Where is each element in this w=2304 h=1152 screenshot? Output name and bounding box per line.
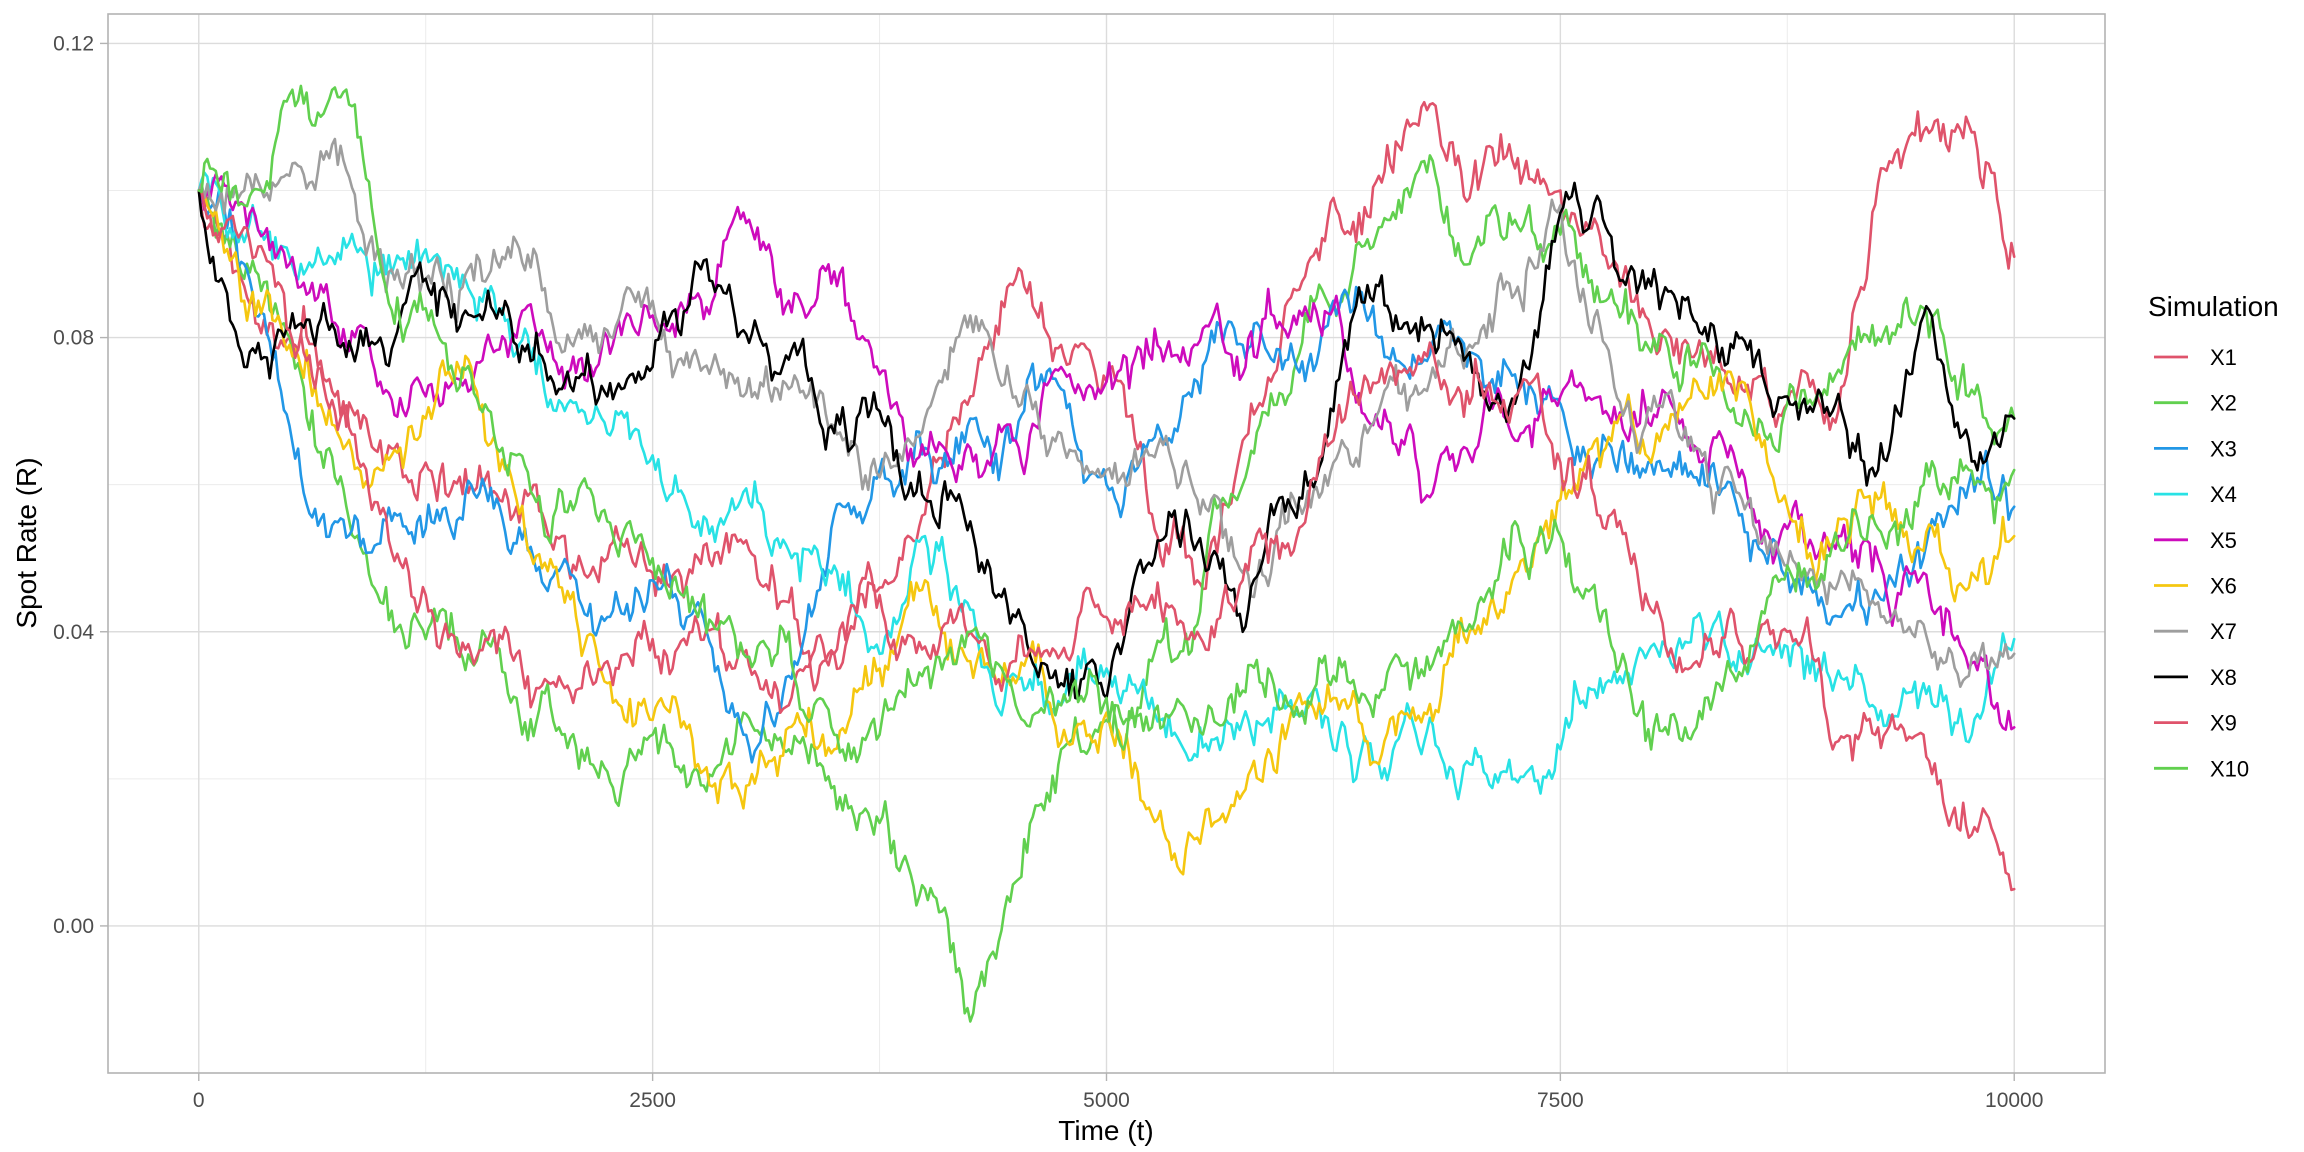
legend-label: X10 [2210,756,2249,781]
legend-label: X3 [2210,436,2237,461]
series-line-x9 [197,189,2016,892]
series-line-x5 [197,173,2016,731]
y-tick-label: 0.12 [53,32,94,55]
y-axis-title: Spot Rate (R) [11,457,42,628]
x-tick-label: 10000 [1985,1089,2043,1112]
series-line-x10 [197,84,2016,764]
y-tick-label: 0.08 [53,327,94,350]
legend-label: X2 [2210,391,2237,416]
x-tick-label: 5000 [1083,1089,1130,1112]
legend-label: X4 [2210,482,2237,507]
legend-items: X1 X2 X3 X4 X5 X6 X7 X8 X9 X10 [2154,345,2249,781]
series-line-x4 [197,171,2016,801]
legend-label: X7 [2210,619,2237,644]
series-line-x3 [197,189,2016,764]
legend-label: X1 [2210,345,2237,370]
y-axis: 0.00 0.04 0.08 0.12 [53,32,108,938]
legend-label: X5 [2210,528,2237,553]
y-tick-label: 0.04 [53,621,94,644]
x-tick-label: 0 [193,1089,205,1112]
legend-label: X6 [2210,574,2237,599]
legend-label: X9 [2210,711,2237,736]
series-line-x7 [197,137,2016,688]
legend-title: Simulation [2148,291,2279,322]
y-tick-label: 0.00 [53,915,94,938]
x-tick-label: 7500 [1537,1089,1584,1112]
legend-label: X8 [2210,665,2237,690]
x-axis: 0 2500 5000 7500 10000 [193,1073,2043,1112]
series-lines [197,84,2016,1023]
x-tick-label: 2500 [629,1089,676,1112]
series-line-x6 [197,189,2016,876]
series-line-x2 [197,154,2016,1023]
legend: Simulation X1 X2 X3 X4 X5 X6 X7 X8 X9 X10 [2148,291,2279,781]
x-axis-title: Time (t) [1058,1115,1153,1146]
